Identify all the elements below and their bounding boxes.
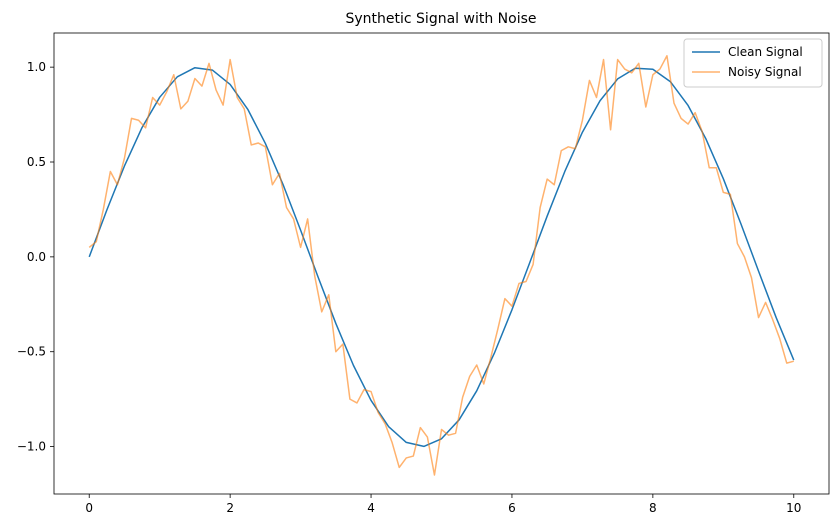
legend: Clean Signal Noisy Signal <box>683 38 823 88</box>
y-tick-label: 0.0 <box>27 250 46 264</box>
x-tick-label: 10 <box>786 501 801 515</box>
y-tick-label: −0.5 <box>17 345 46 359</box>
x-tick-label: 4 <box>367 501 375 515</box>
axes-frame <box>53 32 830 495</box>
legend-box <box>683 38 823 88</box>
x-tick-label: 8 <box>649 501 657 515</box>
chart-title: Synthetic Signal with Noise <box>346 11 537 27</box>
x-tick-label: 0 <box>85 501 93 515</box>
series-line-noisy-signal <box>88 55 794 476</box>
x-tick-label: 2 <box>226 501 234 515</box>
y-tick-label: 1.0 <box>27 60 46 74</box>
legend-label: Noisy Signal <box>728 65 802 79</box>
x-tick-label: 6 <box>508 501 516 515</box>
axes: 0 2 4 6 8 10 −1.0 −0.5 0.0 0.5 1.0 <box>17 32 830 515</box>
legend-label: Clean Signal <box>728 45 803 59</box>
y-tick-label: −1.0 <box>17 440 46 454</box>
plot-area <box>88 55 795 476</box>
y-tick-label: 0.5 <box>27 155 46 169</box>
